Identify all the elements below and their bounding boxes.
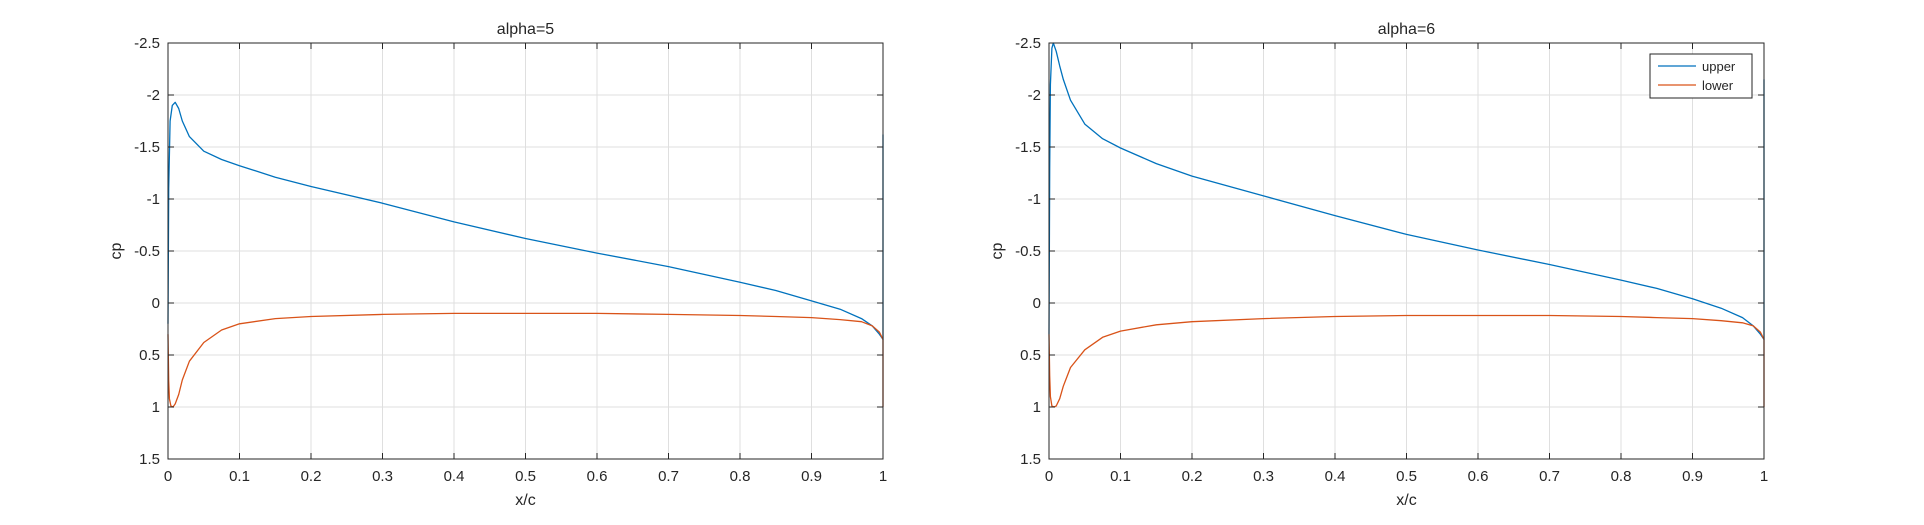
y-tick-label: -2 bbox=[1028, 87, 1041, 104]
y-tick-label: -2 bbox=[147, 87, 160, 104]
legend-label-upper: upper bbox=[1702, 59, 1736, 74]
x-tick-label: 0.3 bbox=[1253, 468, 1274, 485]
series-line-lower bbox=[1048, 314, 1765, 408]
x-tick-label: 0.8 bbox=[730, 468, 751, 485]
x-tick-label: 0.1 bbox=[1110, 468, 1131, 485]
y-tick-label: 0.5 bbox=[139, 347, 160, 364]
chart-title: alpha=6 bbox=[1378, 21, 1435, 38]
x-tick-label: 1 bbox=[1760, 468, 1768, 485]
y-tick-label: -1.5 bbox=[1015, 139, 1041, 156]
x-tick-label: 0.2 bbox=[301, 468, 322, 485]
x-tick-label: 0.3 bbox=[372, 468, 393, 485]
legend: upper lower bbox=[1649, 53, 1753, 99]
x-tick-label: 0.9 bbox=[1682, 468, 1703, 485]
series-line-upper bbox=[1048, 42, 1765, 341]
x-tick-label: 0.6 bbox=[1468, 468, 1489, 485]
y-tick-label: 1.5 bbox=[1020, 451, 1041, 468]
y-tick-label: 0 bbox=[1033, 295, 1041, 312]
x-tick-label: 0.7 bbox=[658, 468, 679, 485]
series-line-upper bbox=[167, 101, 884, 341]
x-tick-label: 0.2 bbox=[1182, 468, 1203, 485]
y-tick-label: 1 bbox=[1033, 399, 1041, 416]
x-tick-label: 0.5 bbox=[1396, 468, 1417, 485]
x-tick-label: 0.5 bbox=[515, 468, 536, 485]
y-tick-label: 0.5 bbox=[1020, 347, 1041, 364]
y-tick-label: 0 bbox=[152, 295, 160, 312]
y-tick-label: -2.5 bbox=[134, 35, 160, 52]
y-tick-label: -1 bbox=[1028, 191, 1041, 208]
legend-label-lower: lower bbox=[1702, 78, 1734, 93]
subplot-alpha-6: 0 0.1 0.2 0.3 0.4 0.5 0.6 0.7 0.8 0.9 1 -2.5 -2 -1.5 -… bbox=[989, 21, 1768, 509]
y-tick-label: -0.5 bbox=[134, 243, 160, 260]
y-tick-label: -2.5 bbox=[1015, 35, 1041, 52]
chart-title: alpha=5 bbox=[497, 21, 554, 38]
x-tick-label: 0.4 bbox=[444, 468, 465, 485]
series-line-lower bbox=[167, 312, 884, 408]
x-axis-label: x/c bbox=[1396, 492, 1416, 509]
x-tick-label: 0.7 bbox=[1539, 468, 1560, 485]
y-tick-label: -0.5 bbox=[1015, 243, 1041, 260]
legend-box bbox=[1649, 53, 1753, 99]
y-tick-label: 1 bbox=[152, 399, 160, 416]
y-tick-label: 1.5 bbox=[139, 451, 160, 468]
x-tick-label: 1 bbox=[879, 468, 887, 485]
x-tick-label: 0 bbox=[164, 468, 172, 485]
x-tick-label: 0.8 bbox=[1611, 468, 1632, 485]
x-tick-label: 0 bbox=[1045, 468, 1053, 485]
y-axis-label: cp bbox=[108, 242, 125, 259]
subplot-alpha-5: 0 0.1 0.2 0.3 0.4 0.5 0.6 0.7 0.8 0.9 1 -2.5 -2 -1.5 -… bbox=[108, 21, 887, 509]
x-tick-label: 0.4 bbox=[1325, 468, 1346, 485]
y-axis-label: cp bbox=[989, 242, 1006, 259]
y-tick-label: -1.5 bbox=[134, 139, 160, 156]
x-tick-label: 0.9 bbox=[801, 468, 822, 485]
y-tick-label: -1 bbox=[147, 191, 160, 208]
x-axis-label: x/c bbox=[515, 492, 535, 509]
x-tick-label: 0.6 bbox=[587, 468, 608, 485]
x-tick-label: 0.1 bbox=[229, 468, 250, 485]
